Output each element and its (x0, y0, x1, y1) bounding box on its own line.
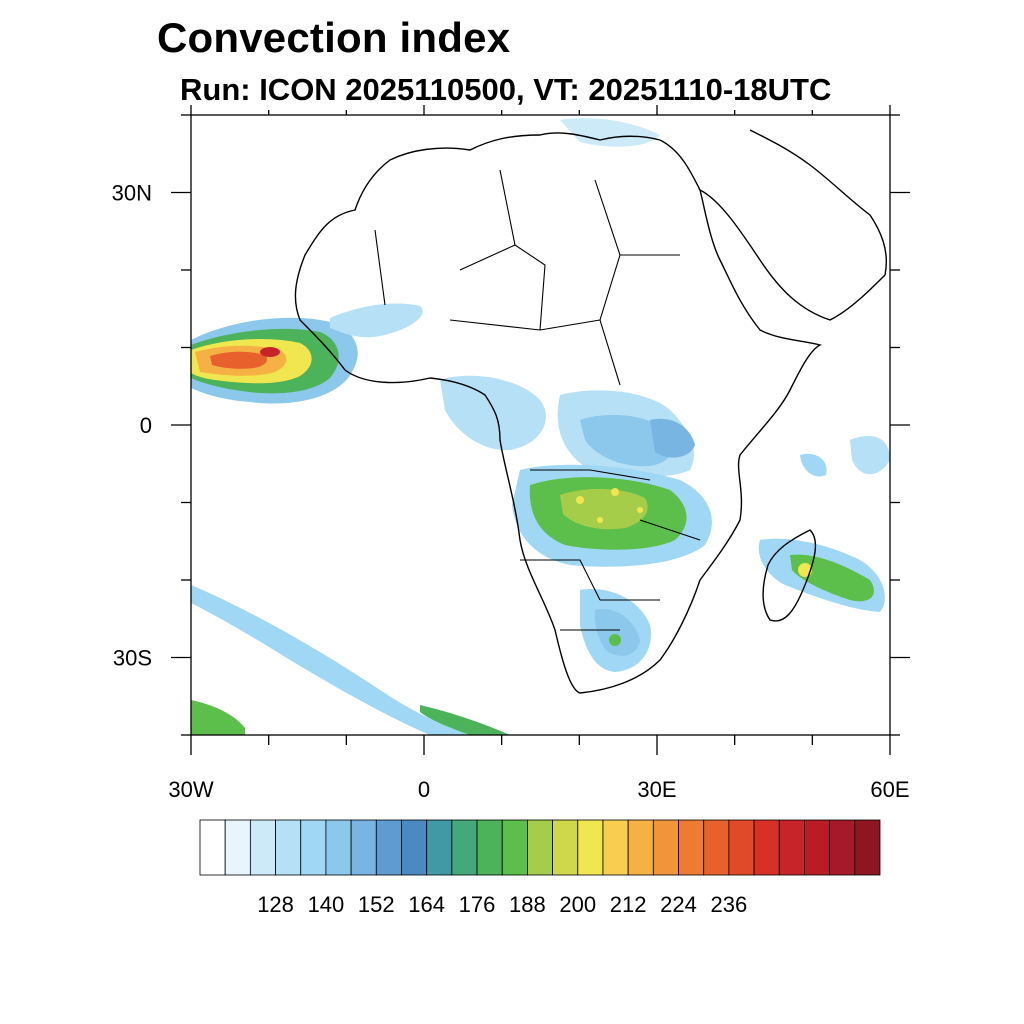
colorbar-tick-label: 140 (308, 892, 345, 917)
convection-cluster-central-africa (440, 375, 695, 477)
colorbar-tick-labels: 128 140 152 164 176 188 200 212 224 236 (257, 892, 747, 917)
colorbar-swatch (753, 819, 780, 876)
colorbar (199, 819, 881, 876)
convection-cluster-madagascar (758, 436, 890, 612)
colorbar-swatch (552, 819, 579, 876)
colorbar-swatch (426, 819, 453, 876)
colorbar-swatch (325, 819, 352, 876)
colorbar-tick-label: 164 (408, 892, 445, 917)
colorbar-swatch (199, 819, 226, 876)
lon-label: 30W (168, 777, 213, 802)
colorbar-swatch (300, 819, 327, 876)
colorbar-swatch (501, 819, 528, 876)
colorbar-swatch (829, 819, 856, 876)
colorbar-swatch (728, 819, 755, 876)
lon-label: 30E (637, 777, 676, 802)
colorbar-tick-label: 224 (660, 892, 697, 917)
colorbar-swatch (249, 819, 276, 876)
lat-label: 0 (140, 413, 152, 438)
map-ticks (171, 105, 910, 755)
convection-band-south-atlantic (191, 585, 510, 735)
colorbar-swatch (703, 819, 730, 876)
colorbar-swatch (577, 819, 604, 876)
africa-coastline (294, 132, 823, 694)
colorbar-swatch (375, 819, 402, 876)
colorbar-tick-label: 176 (459, 892, 496, 917)
colorbar-swatch (224, 819, 251, 876)
convection-cluster-southern-africa (512, 464, 712, 672)
convection-patch-north (560, 118, 660, 147)
colorbar-tick-label: 128 (257, 892, 294, 917)
convection-cluster-west-africa (191, 303, 423, 404)
chart-title: Convection index (157, 14, 511, 61)
colorbar-swatch (627, 819, 654, 876)
colorbar-swatch (350, 819, 377, 876)
arabia-coastline (699, 129, 887, 321)
coastlines (294, 129, 887, 694)
country-borders (374, 169, 701, 631)
lon-labels: 30W 0 30E 60E (168, 777, 909, 802)
colorbar-swatch (401, 819, 428, 876)
lat-label: 30S (113, 646, 152, 671)
colorbar-swatch (804, 819, 831, 876)
convection-field (191, 118, 890, 735)
lat-label: 30N (112, 181, 152, 206)
lon-label: 0 (418, 777, 430, 802)
colorbar-tick-label: 152 (358, 892, 395, 917)
lat-labels: 30N 0 30S (112, 181, 152, 671)
colorbar-tick-label: 212 (610, 892, 647, 917)
colorbar-swatch (602, 819, 629, 876)
colorbar-swatch (527, 819, 553, 876)
madagascar-coastline (762, 529, 817, 622)
colorbar-swatch (678, 819, 705, 876)
lon-label: 60E (870, 777, 909, 802)
colorbar-tick-label: 236 (711, 892, 748, 917)
colorbar-swatch (652, 819, 679, 876)
colorbar-tick-label: 200 (559, 892, 596, 917)
colorbar-swatch (778, 819, 805, 876)
chart-subtitle: Run: ICON 2025110500, VT: 20251110-18UTC (180, 72, 832, 107)
colorbar-swatch (275, 819, 302, 876)
colorbar-swatch (451, 819, 478, 876)
colorbar-tick-label: 188 (509, 892, 546, 917)
colorbar-swatch (854, 819, 881, 876)
colorbar-swatch (476, 819, 503, 876)
